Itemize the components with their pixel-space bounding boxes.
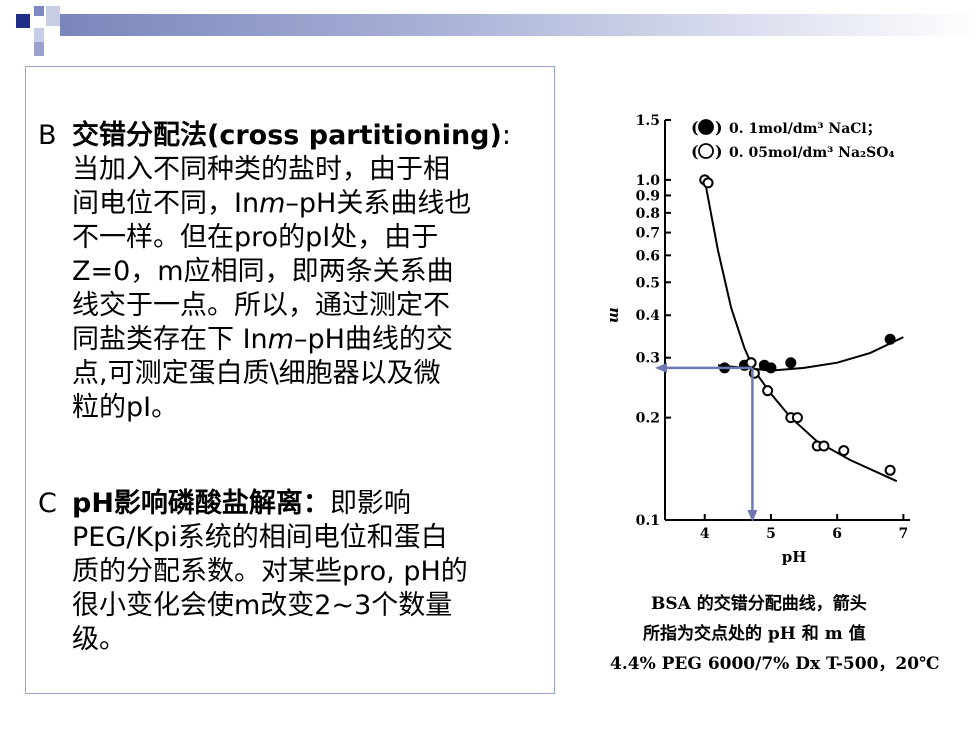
section-b-line-9: 粒的pI。 (72, 392, 179, 423)
nacl-data-point (765, 362, 777, 374)
legend-paren-open: ( (691, 118, 699, 137)
section-c-line-1-rest: 即影响 (329, 488, 411, 519)
section-b-line-7-m: m (267, 324, 294, 355)
x-tick-label: 6 (832, 526, 842, 542)
x-tick-label: 4 (700, 526, 710, 542)
y-tick-label: 0.5 (636, 275, 660, 291)
legend-paren-close: ) (715, 118, 723, 137)
y-tick-label: 0.6 (636, 248, 660, 264)
na2so4-data-point (884, 464, 896, 476)
chart-curves (703, 179, 904, 483)
section-b-line-3-a: 间电位不同，In (72, 188, 260, 219)
nacl-data-point (785, 357, 797, 369)
header-square-mid (34, 6, 44, 16)
y-tick-label: 0.9 (636, 188, 660, 204)
x-axis-label: pH (782, 548, 807, 566)
y-tick-label: 0.7 (636, 226, 660, 242)
legend-label: 0. 05mol/dm³ Na₂SO₄ (729, 145, 895, 161)
na2so4-data-point (745, 357, 757, 369)
figure-caption-line-2: 所指为交点处的 pH 和 m 值 (643, 624, 866, 644)
section-c-marker: C (38, 488, 57, 519)
section-b-line-4: 不一样。但在pro的pI处，由于 (72, 222, 439, 253)
x-tick-label: 7 (899, 526, 909, 542)
section-b-colon: : (501, 120, 511, 151)
legend-paren-close: ) (715, 142, 723, 161)
legend-filled-circle-icon (698, 119, 714, 135)
na2so4-data-point (838, 445, 850, 457)
chart-legend: () 0. 1mol/dm³ NaCl； () 0. 05mol/dm³ Na₂SO₄ (691, 118, 895, 161)
section-b-line-8: 点,可测定蛋白质\细胞器以及微 (72, 358, 441, 389)
header-square-light (46, 6, 60, 26)
y-tick-label: 0.2 (636, 411, 660, 427)
section-b-line-3: 间电位不同，Inm–pH关系曲线也 (72, 187, 511, 221)
legend-label: 0. 1mol/dm³ NaCl； (729, 121, 881, 137)
nacl-data-point (884, 333, 896, 345)
y-tick-label: 0.1 (636, 513, 660, 529)
section-b-line-1: 交错分配法(cross partitioning): (72, 119, 511, 153)
series-na2so4-curve (703, 179, 898, 483)
na2so4-data-point (702, 177, 714, 189)
section-b-title-en: (cross partitioning) (207, 120, 502, 151)
header-square-dark (16, 14, 30, 28)
section-b-line-3-m: m (259, 188, 286, 219)
y-tick-label: 0.4 (636, 308, 661, 324)
section-b-line-7-b: –pH曲线的交 (293, 324, 453, 355)
section-c-line-2: PEG/Kpi系统的相间电位和蛋白 (72, 522, 448, 553)
intersection-arrows (655, 362, 758, 522)
y-tick-label: 1.0 (636, 173, 661, 189)
chart-points (699, 174, 896, 476)
header-square-light-2 (34, 28, 44, 42)
section-b-line-5: Z=0，m应相同，即两条关系曲 (72, 256, 454, 287)
y-tick-label: 0.8 (636, 206, 660, 222)
arrow-head-ph (747, 510, 758, 522)
header-square-mid-2 (34, 42, 44, 56)
section-b-line-3-b: –pH关系曲线也 (285, 188, 472, 219)
section-b-line-6: 线交于一点。所以，通过测定不 (72, 290, 450, 321)
section-c-paragraph: C pH影响磷酸盐解离：即影响 PEG/Kpi系统的相间电位和蛋白 质的分配系数… (38, 487, 468, 657)
y-tick-label: 1.5 (636, 113, 660, 129)
legend-paren-open: ( (691, 142, 699, 161)
section-c-line-4: 很小变化会使m改变2~3个数量 (72, 590, 453, 621)
section-c-line-1: pH影响磷酸盐解离：即影响 (72, 487, 468, 521)
section-b-line-2: 当加入不同种类的盐时，由于相 (72, 154, 450, 185)
section-b-line-7-a: 同盐类存在下 In (72, 324, 268, 355)
section-c-line-3: 质的分配系数。对某些pro, pH的 (72, 556, 468, 587)
na2so4-data-point (791, 412, 803, 424)
section-b-marker: B (38, 120, 57, 151)
na2so4-data-point (762, 385, 774, 397)
y-tick-label: 0.3 (636, 351, 660, 367)
figure-caption-line-1: BSA 的交错分配曲线，箭头 (651, 594, 867, 614)
section-b-paragraph: B 交错分配法(cross partitioning): 当加入不同种类的盐时，… (38, 119, 511, 425)
chart-axes: 1.5 1.00.9 0.8 0.7 0.6 0.5 0.4 0.3 0.2 0.1 4 5 6 7 pH m (606, 113, 910, 566)
content-text-box (25, 66, 555, 694)
section-c-line-5: 级。 (72, 624, 126, 655)
na2so4-data-point (818, 440, 830, 452)
x-tick-label: 5 (766, 526, 776, 542)
section-b-line-7: 同盐类存在下 Inm–pH曲线的交 (72, 323, 511, 357)
arrow-head-m (655, 362, 667, 373)
section-b-title-cn: 交错分配法 (72, 120, 207, 151)
header-gradient-bar (60, 14, 980, 36)
legend-open-circle-icon (698, 143, 714, 159)
bsa-cross-partition-chart: 1.5 1.00.9 0.8 0.7 0.6 0.5 0.4 0.3 0.2 0.1 4 5 6 7 pH m… (606, 113, 910, 566)
section-c-title: pH影响磷酸盐解离： (72, 488, 330, 519)
y-axis-label: m (606, 307, 624, 323)
figure-caption-line-3: 4.4% PEG 6000/7% Dx T-500，20℃ (610, 654, 940, 674)
